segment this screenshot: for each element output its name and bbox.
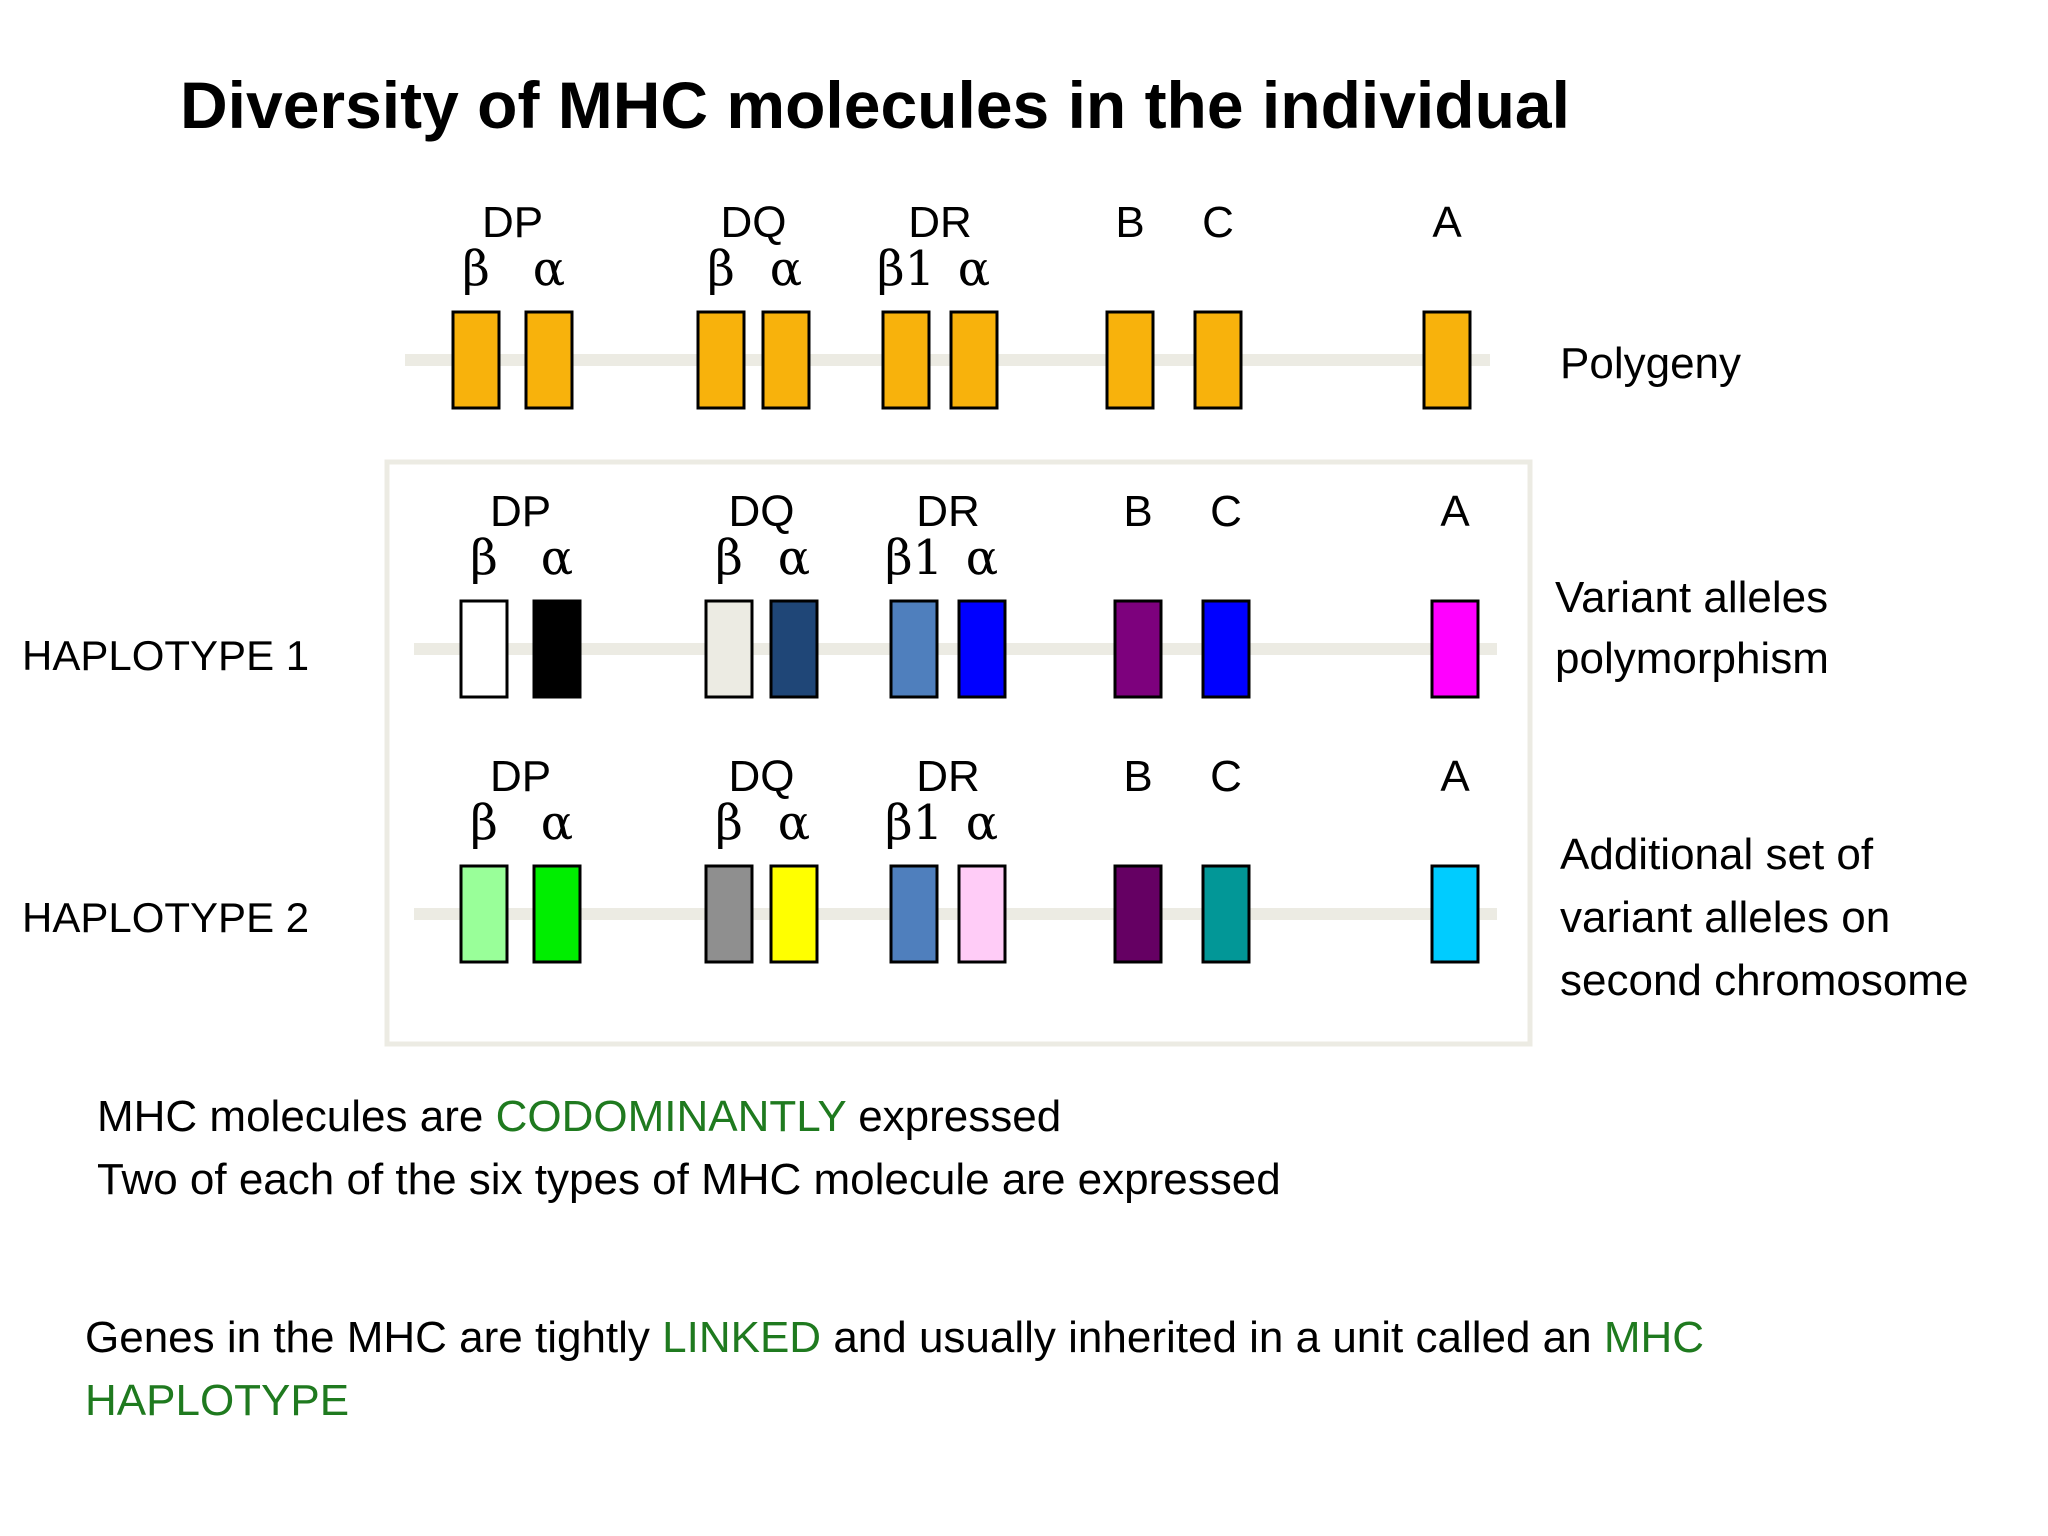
locus-label-dp: DP (482, 198, 543, 247)
gene-box-a-class1 (1422, 310, 1472, 410)
haplotype-label: HAPLOTYPE 1 (22, 632, 309, 679)
slide-title: Diversity of MHC molecules in the indivi… (180, 68, 1570, 142)
chain-label: α (533, 241, 565, 297)
note-text: MHC molecules are (97, 1092, 496, 1141)
chain-label: β (715, 530, 743, 586)
locus-label-dq: DQ (721, 198, 787, 247)
row-caption: second chromosome (1560, 956, 1968, 1005)
locus-label-b: B (1115, 198, 1144, 247)
highlighted-term: MHC (1604, 1313, 1704, 1362)
locus-label-c: C (1210, 487, 1242, 536)
note-text: Genes in the MHC are tightly (85, 1313, 662, 1362)
highlighted-term: HAPLOTYPE (85, 1376, 349, 1425)
locus-label-a: A (1440, 752, 1470, 801)
locus-label-dq: DQ (729, 487, 795, 536)
gene-box-dp-beta (451, 310, 501, 410)
chain-label: β (470, 530, 498, 586)
note-text: expressed (846, 1092, 1061, 1141)
chain-label: α (958, 241, 990, 297)
highlighted-term: CODOMINANTLY (496, 1092, 847, 1141)
row-caption: Additional set of (1560, 830, 1874, 879)
chain-label: β1 (885, 530, 943, 586)
locus-label-c: C (1210, 752, 1242, 801)
chain-label: β1 (877, 241, 935, 297)
gene-box-dr-alpha (957, 599, 1007, 699)
chain-label: β (707, 241, 735, 297)
note-text: Two of each of the six types of MHC mole… (97, 1155, 1281, 1204)
locus-label-dr: DR (916, 487, 980, 536)
haplotype-frame (384, 459, 1533, 1047)
locus-label-b: B (1123, 487, 1152, 536)
gene-box-c-class1 (1193, 310, 1243, 410)
locus-label-a: A (1440, 487, 1470, 536)
row-caption: variant alleles on (1560, 893, 1890, 942)
gene-box-dp-alpha (524, 310, 574, 410)
gene-box-dp-beta (459, 864, 509, 964)
locus-label-dr: DR (916, 752, 980, 801)
gene-box-b-class1 (1113, 599, 1163, 699)
row-caption: Polygeny (1560, 339, 1741, 388)
gene-box-dr-beta (889, 599, 939, 699)
locus-label-a: A (1432, 198, 1462, 247)
chain-label: α (541, 795, 573, 851)
gene-box-dr-beta (881, 310, 931, 410)
locus-label-c: C (1202, 198, 1234, 247)
gene-box-dq-alpha (769, 599, 819, 699)
chain-label: α (966, 530, 998, 586)
chain-label: α (770, 241, 802, 297)
gene-box-dr-alpha (957, 864, 1007, 964)
chain-label: α (541, 530, 573, 586)
chain-label: β (462, 241, 490, 297)
row-caption: polymorphism (1555, 634, 1829, 683)
gene-box-c-class1 (1201, 864, 1251, 964)
locus-label-dp: DP (490, 752, 551, 801)
locus-label-dr: DR (908, 198, 972, 247)
gene-box-dr-beta (889, 864, 939, 964)
gene-box-dq-beta (704, 864, 754, 964)
gene-box-c-class1 (1201, 599, 1251, 699)
linkage-note: Genes in the MHC are tightly LINKED and … (85, 1313, 1704, 1425)
gene-box-dq-alpha (769, 864, 819, 964)
codominance-notes: MHC molecules are CODOMINANTLY expressed… (97, 1092, 1281, 1204)
chain-label: α (778, 795, 810, 851)
note-text: and usually inherited in a unit called a… (821, 1313, 1604, 1362)
gene-box-dp-alpha (532, 864, 582, 964)
gene-box-b-class1 (1113, 864, 1163, 964)
gene-box-dq-beta (696, 310, 746, 410)
gene-box-dp-alpha (532, 599, 582, 699)
gene-box-dr-alpha (949, 310, 999, 410)
locus-label-dp: DP (490, 487, 551, 536)
locus-label-b: B (1123, 752, 1152, 801)
chain-label: α (966, 795, 998, 851)
haplotype-label: HAPLOTYPE 2 (22, 894, 309, 941)
chain-label: β (715, 795, 743, 851)
gene-box-dq-alpha (761, 310, 811, 410)
gene-box-a-class1 (1430, 599, 1480, 699)
chain-label: β1 (885, 795, 943, 851)
gene-box-dp-beta (459, 599, 509, 699)
chain-label: α (778, 530, 810, 586)
locus-label-dq: DQ (729, 752, 795, 801)
gene-box-dq-beta (704, 599, 754, 699)
row-caption: Variant alleles (1555, 573, 1828, 622)
gene-box-a-class1 (1430, 864, 1480, 964)
chain-label: β (470, 795, 498, 851)
gene-box-b-class1 (1105, 310, 1155, 410)
highlighted-term: LINKED (662, 1313, 821, 1362)
